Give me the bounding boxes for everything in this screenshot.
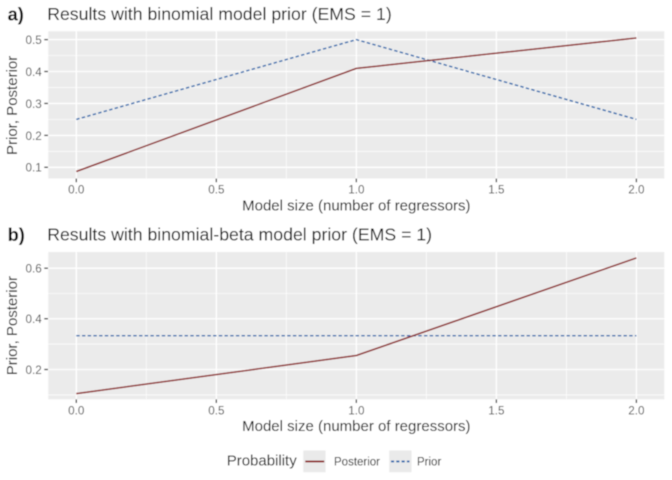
svg-text:1.5: 1.5 bbox=[488, 405, 505, 418]
svg-text:0.2: 0.2 bbox=[26, 364, 42, 377]
svg-text:b): b) bbox=[8, 224, 25, 245]
svg-text:0.2: 0.2 bbox=[26, 130, 42, 143]
svg-text:2.0: 2.0 bbox=[628, 405, 645, 418]
svg-text:0.4: 0.4 bbox=[26, 66, 43, 79]
svg-text:Prior, Posterior: Prior, Posterior bbox=[4, 276, 21, 375]
svg-text:Posterior: Posterior bbox=[334, 456, 380, 468]
svg-text:0.3: 0.3 bbox=[26, 98, 42, 111]
svg-text:0.0: 0.0 bbox=[68, 184, 85, 197]
svg-text:Probability: Probability bbox=[227, 452, 298, 469]
svg-text:Results with binomial model pr: Results with binomial model prior (EMS =… bbox=[47, 4, 392, 24]
svg-text:Results with binomial-beta mod: Results with binomial-beta model prior (… bbox=[47, 225, 432, 245]
svg-text:0.1: 0.1 bbox=[26, 162, 42, 175]
svg-text:2.0: 2.0 bbox=[628, 184, 645, 197]
svg-text:1.5: 1.5 bbox=[488, 184, 505, 197]
svg-text:0.5: 0.5 bbox=[208, 405, 225, 418]
svg-text:a): a) bbox=[8, 4, 24, 25]
svg-text:Prior, Posterior: Prior, Posterior bbox=[4, 56, 21, 155]
svg-text:Prior: Prior bbox=[417, 456, 441, 468]
svg-text:0.5: 0.5 bbox=[208, 184, 225, 197]
svg-text:1.0: 1.0 bbox=[348, 184, 365, 197]
svg-text:0.0: 0.0 bbox=[68, 405, 85, 418]
svg-text:Model size (number of regresso: Model size (number of regressors) bbox=[242, 197, 470, 214]
svg-text:0.5: 0.5 bbox=[26, 34, 43, 47]
svg-text:0.4: 0.4 bbox=[26, 313, 43, 326]
svg-text:0.6: 0.6 bbox=[26, 263, 42, 276]
svg-text:1.0: 1.0 bbox=[348, 405, 365, 418]
svg-text:Model size (number of regresso: Model size (number of regressors) bbox=[242, 418, 470, 435]
